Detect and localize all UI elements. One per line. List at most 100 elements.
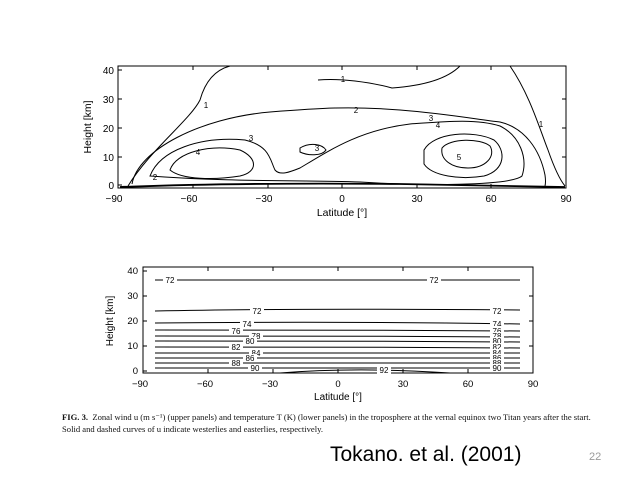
isotherm-76	[154, 329, 521, 332]
temp-label: 78	[493, 332, 502, 341]
temp-label: 76	[493, 327, 502, 336]
temp-label: 92	[380, 366, 389, 375]
temp-label: 78	[252, 332, 261, 341]
temp-label: 86	[493, 354, 502, 363]
isotherm-82	[154, 346, 521, 349]
wind-contour-4-left	[169, 147, 254, 179]
caption-line-1: Zonal wind u (m s⁻¹) (upper panels) and …	[92, 412, 591, 422]
citation: Tokano. et al. (2001)	[330, 443, 522, 466]
temp-isotherm-labels: 72 72 72 72 74 74 76 76 78 78 80 80 82 8…	[163, 275, 504, 375]
page-number: 22	[589, 451, 602, 463]
wind-xtick-label: 60	[485, 194, 497, 205]
temp-x-ticks	[142, 267, 534, 373]
temp-x-tick-labels: −90 −60 −30 0 30 60 90	[132, 379, 538, 390]
wind-xtick-label: −90	[106, 194, 123, 205]
wind-y-tick-labels: 0 10 20 30 40	[103, 66, 115, 192]
temp-isotherms	[154, 279, 521, 374]
temp-ytick-label: 30	[127, 291, 138, 302]
wind-contour-labels: 1 1 1 2 2 3 3 3 4 4 5	[153, 75, 544, 182]
temp-label: 88	[232, 359, 241, 368]
temp-y-tick-labels: 0 10 20 30 40	[127, 266, 138, 377]
temp-xtick-label: −30	[262, 379, 278, 390]
wind-xtick-label: −30	[256, 194, 273, 205]
temp-panel: 72 72 72 72 74 74 76 76 78 78 80 80 82 8…	[105, 266, 538, 403]
wind-y-axis-label: Height [km]	[82, 100, 94, 153]
temp-label: 90	[251, 364, 260, 373]
temp-ytick-label: 10	[127, 341, 138, 352]
isotherm-72-lower	[154, 308, 521, 312]
wind-label-1b: 1	[204, 101, 209, 110]
wind-label-2b: 2	[153, 173, 158, 182]
temp-ytick-label: 20	[127, 316, 138, 327]
wind-y-ticks	[118, 69, 566, 186]
wind-label-4b: 4	[436, 121, 441, 130]
temp-y-axis-label: Height [km]	[105, 295, 116, 346]
wind-label-2a: 2	[354, 106, 359, 115]
wind-ytick-label: 20	[103, 124, 115, 135]
caption-fig-label: FIG. 3.	[62, 412, 89, 422]
temp-label: 86	[246, 354, 255, 363]
temp-label: 82	[232, 343, 241, 352]
wind-contour-4-right	[423, 133, 503, 178]
wind-plot-frame	[117, 65, 567, 189]
temp-xtick-label: −60	[197, 379, 213, 390]
figure-caption: FIG. 3. Zonal wind u (m s⁻¹) (upper pane…	[62, 412, 632, 435]
wind-label-1a: 1	[341, 75, 346, 84]
temp-label: 76	[232, 327, 241, 336]
temp-label: 88	[493, 359, 502, 368]
wind-label-4a: 4	[196, 148, 201, 157]
wind-contour-5-right	[441, 139, 493, 169]
wind-label-3c: 3	[429, 114, 434, 123]
temp-label: 72	[253, 307, 262, 316]
wind-xtick-label: 90	[560, 194, 572, 205]
temp-ytick-label: 0	[133, 366, 138, 377]
wind-ytick-label: 30	[103, 95, 115, 106]
wind-contours	[119, 65, 566, 188]
temp-xtick-label: 30	[398, 379, 409, 390]
wind-label-3a: 3	[249, 134, 254, 143]
temp-label: 84	[493, 349, 502, 358]
wind-panel: 1 1 1 2 2 3 3 3 4 4 5	[82, 65, 572, 219]
wind-label-3b: 3	[315, 144, 320, 153]
isotherm-74	[154, 321, 521, 325]
isotherm-92	[279, 369, 451, 374]
temp-label: 80	[246, 337, 255, 346]
temp-label: 72	[166, 276, 175, 285]
temp-xtick-label: 60	[463, 379, 474, 390]
wind-xtick-label: −60	[181, 194, 198, 205]
temp-ytick-label: 40	[127, 266, 138, 277]
wind-contour-surface	[119, 182, 566, 188]
temp-label: 80	[493, 337, 502, 346]
temp-xtick-label: 90	[528, 379, 539, 390]
wind-contour-2	[131, 107, 546, 187]
wind-ytick-label: 0	[108, 181, 114, 192]
wind-x-tick-labels: −90 −60 −30 0 30 60 90	[106, 194, 572, 205]
wind-ytick-label: 10	[103, 153, 115, 164]
wind-xtick-label: 30	[411, 194, 423, 205]
temp-label: 72	[430, 276, 439, 285]
temp-x-axis-label: Latitude [°]	[314, 392, 362, 403]
temp-label: 74	[493, 320, 502, 329]
wind-contour-3-small	[299, 143, 327, 156]
wind-label-5: 5	[457, 153, 462, 162]
wind-xtick-label: 0	[339, 194, 345, 205]
wind-x-axis-label: Latitude [°]	[317, 207, 367, 219]
isotherm-80	[154, 340, 521, 343]
temp-y-ticks	[143, 270, 533, 372]
wind-contour-1-right	[509, 65, 566, 187]
temp-label: 74	[243, 320, 252, 329]
temp-xtick-label: 0	[335, 379, 340, 390]
temp-xtick-label: −90	[132, 379, 148, 390]
wind-ytick-label: 40	[103, 66, 115, 77]
wind-contour-3-left	[149, 120, 525, 185]
temp-label: 90	[493, 364, 502, 373]
wind-contour-1-top	[317, 65, 461, 89]
temp-plot-frame	[142, 266, 534, 374]
wind-contour-1-outer	[127, 65, 231, 187]
wind-x-ticks	[117, 66, 567, 188]
isotherm-78	[154, 335, 521, 338]
caption-line-2: Solid and dashed curves of u indicate we…	[62, 423, 323, 434]
temp-label: 84	[252, 349, 261, 358]
temp-label: 72	[493, 307, 502, 316]
